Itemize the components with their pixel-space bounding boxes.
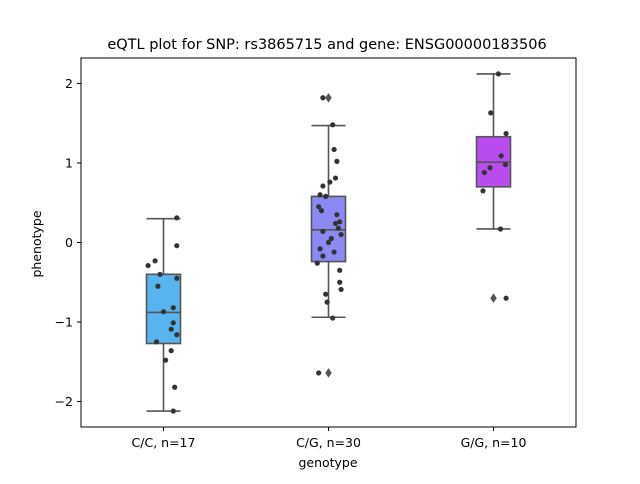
data-point bbox=[323, 193, 329, 199]
data-point bbox=[487, 165, 493, 171]
y-tick-label: 1 bbox=[65, 155, 73, 170]
data-point bbox=[334, 158, 340, 164]
data-point bbox=[174, 275, 180, 281]
data-point bbox=[155, 283, 161, 289]
chart-title: eQTL plot for SNP: rs3865715 and gene: E… bbox=[107, 37, 546, 53]
data-point bbox=[317, 246, 323, 252]
data-point bbox=[338, 231, 344, 238]
data-point bbox=[330, 122, 336, 128]
data-point bbox=[488, 110, 494, 116]
data-point bbox=[335, 225, 341, 231]
data-point bbox=[314, 260, 320, 266]
data-point bbox=[318, 208, 325, 214]
data-point bbox=[334, 212, 340, 218]
data-point bbox=[502, 161, 508, 168]
data-point bbox=[497, 226, 504, 232]
data-point bbox=[324, 299, 330, 305]
x-tick-label: C/G, n=30 bbox=[296, 435, 361, 450]
data-point bbox=[174, 243, 180, 249]
data-point bbox=[316, 204, 322, 210]
data-point bbox=[320, 253, 326, 259]
data-point bbox=[153, 339, 160, 345]
outlier-marker bbox=[490, 293, 497, 303]
data-point bbox=[152, 258, 158, 264]
data-point bbox=[503, 295, 509, 301]
y-tick-label: 0 bbox=[65, 235, 73, 250]
outlier-marker bbox=[325, 92, 332, 103]
data-point bbox=[320, 228, 326, 234]
data-point bbox=[316, 370, 322, 376]
data-point bbox=[337, 219, 343, 225]
data-point bbox=[160, 309, 167, 315]
data-point bbox=[332, 175, 339, 181]
data-point bbox=[174, 215, 180, 221]
data-point bbox=[498, 153, 504, 159]
data-point bbox=[495, 71, 501, 77]
data-point bbox=[481, 169, 487, 176]
data-point bbox=[172, 384, 178, 390]
y-tick-label: −1 bbox=[55, 315, 73, 330]
y-tick-label: −2 bbox=[55, 394, 73, 409]
data-point bbox=[170, 408, 176, 414]
data-point bbox=[323, 291, 329, 297]
x-axis: C/C, n=17 C/G, n=30 G/G, n=10 bbox=[132, 427, 527, 450]
plot-marks bbox=[145, 71, 512, 414]
data-point bbox=[145, 262, 151, 269]
y-axis-label: phenotype bbox=[29, 210, 44, 277]
data-point bbox=[320, 183, 326, 189]
data-point bbox=[328, 235, 334, 242]
data-point bbox=[325, 239, 332, 246]
data-point bbox=[170, 320, 176, 326]
data-point bbox=[503, 130, 509, 137]
data-point bbox=[168, 326, 174, 332]
outlier-marker bbox=[325, 368, 332, 378]
data-point bbox=[317, 192, 323, 198]
data-point bbox=[320, 95, 326, 101]
x-tick-label: C/C, n=17 bbox=[132, 435, 196, 450]
data-point bbox=[163, 357, 169, 363]
x-axis-label: genotype bbox=[298, 455, 357, 470]
data-point bbox=[338, 286, 344, 293]
data-point bbox=[330, 315, 336, 321]
data-point bbox=[174, 332, 180, 338]
box-group-3 bbox=[475, 73, 512, 303]
data-point bbox=[332, 220, 339, 227]
data-point bbox=[480, 188, 486, 194]
data-point bbox=[168, 348, 174, 354]
data-point bbox=[327, 179, 333, 185]
x-tick-label: G/G, n=10 bbox=[461, 435, 527, 450]
data-point bbox=[337, 267, 343, 273]
data-point bbox=[331, 249, 337, 255]
data-point bbox=[337, 279, 343, 285]
data-point bbox=[157, 271, 163, 277]
y-tick-label: 2 bbox=[65, 76, 73, 91]
data-point bbox=[170, 305, 176, 311]
y-axis: −2 −1 0 1 2 bbox=[55, 76, 81, 409]
data-point bbox=[331, 146, 337, 153]
